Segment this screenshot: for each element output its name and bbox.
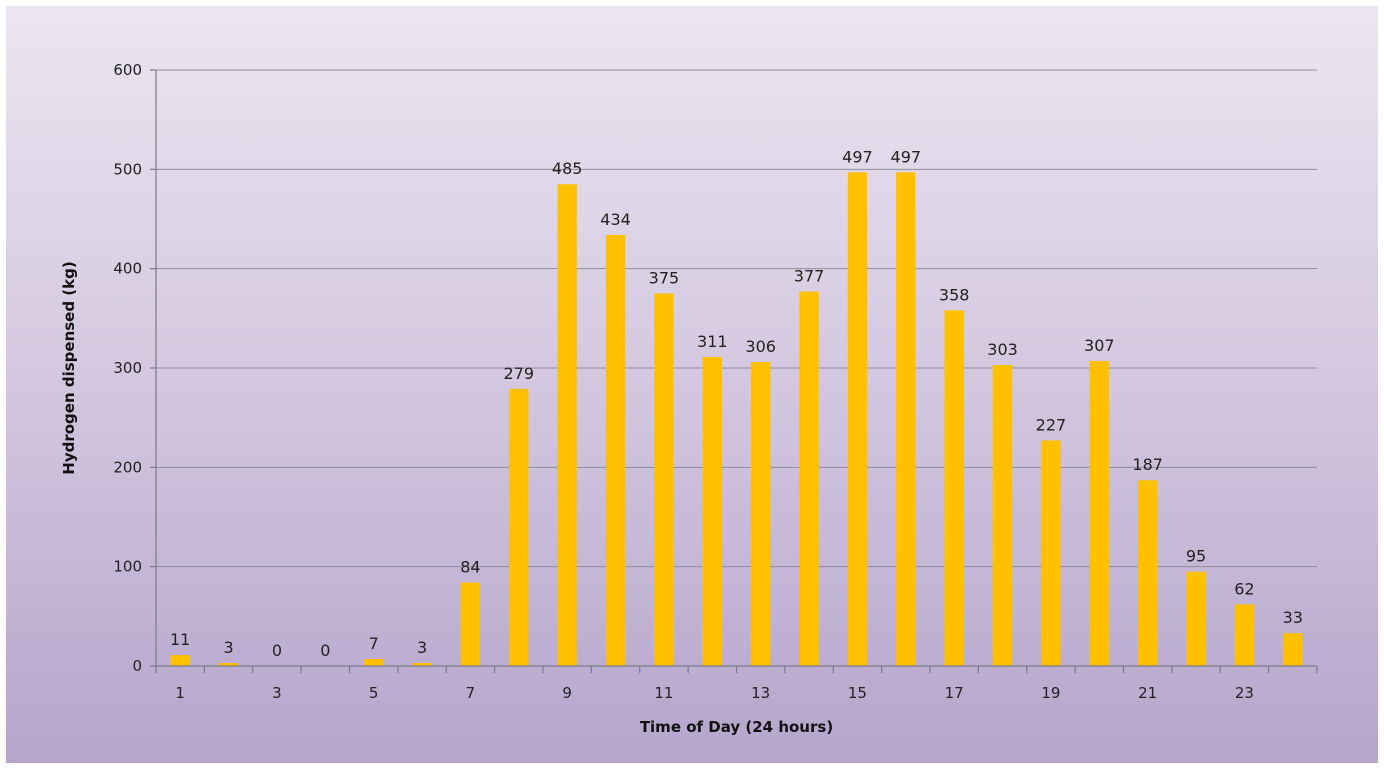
x-tick-label: 23 [1235,684,1254,702]
data-label-15: 497 [842,147,873,166]
x-tick-label: 1 [175,684,185,702]
x-tick-label: 19 [1041,684,1060,702]
data-label-8: 279 [504,364,535,383]
bar-16 [896,172,916,666]
bar-22 [1186,571,1206,666]
data-label-19: 227 [1036,416,1067,435]
bar-11 [654,293,674,666]
y-tick-label: 100 [113,558,142,576]
bar-9 [557,184,577,666]
gridlines [156,69,1317,568]
y-tick-label: 200 [113,458,142,476]
x-tick-label: 3 [272,684,282,702]
data-label-11: 375 [649,269,680,288]
data-label-18: 303 [987,340,1018,359]
y-tick-label: 500 [113,160,142,178]
data-label-10: 434 [600,210,631,229]
bar-13 [751,362,771,666]
chart-frame: 0 100 200 300 400 500 600 1 3 5 7 9 11 13 15 17 19 21 23 1… [6,6,1378,763]
y-tick-label: 300 [113,359,142,377]
bar-12 [702,357,722,666]
x-tick-label: 15 [848,684,867,702]
data-label-21: 187 [1132,455,1163,474]
x-tick-label: 21 [1138,684,1157,702]
bar-24 [1283,633,1303,666]
y-tick-label: 0 [132,657,142,675]
x-axis-title: Time of Day (24 hours) [640,718,833,736]
data-label-9: 485 [552,159,583,178]
x-tick-label: 13 [751,684,770,702]
data-label-2: 3 [223,638,233,657]
data-label-12: 311 [697,332,728,351]
y-tick-label: 600 [113,61,142,79]
data-label-17: 358 [939,285,970,304]
bars [170,172,1303,667]
data-label-16: 497 [891,147,922,166]
data-label-14: 377 [794,267,825,286]
bar-14 [799,291,819,666]
bar-7 [460,582,481,666]
data-label-4: 0 [320,641,330,660]
bar-23 [1234,604,1255,666]
bar-8 [509,388,529,666]
bar-21 [1138,480,1158,666]
data-label-22: 95 [1186,547,1206,566]
data-label-1: 11 [170,630,190,649]
data-labels: 11 3 0 0 7 3 84 279 485 434 375 311 306 377 497 497 358 3… [170,147,1303,660]
data-label-5: 7 [369,634,379,653]
bar-5 [364,659,384,666]
x-tick-label: 9 [562,684,572,702]
x-tick-label: 17 [945,684,964,702]
bar-20 [1089,361,1109,666]
bar-10 [605,234,626,667]
x-tick-label: 5 [369,684,379,702]
y-tick-label: 400 [113,260,142,278]
data-label-3: 0 [272,641,282,660]
bar-18 [992,365,1013,666]
bar-6 [412,663,432,666]
data-label-7: 84 [460,558,480,577]
data-label-6: 3 [417,638,427,657]
x-tick-label: 11 [654,684,673,702]
bar-19 [1041,440,1061,666]
data-label-20: 307 [1084,336,1115,355]
data-label-23: 62 [1234,579,1254,598]
bar-15 [847,172,868,666]
bar-17 [944,310,964,666]
data-label-24: 33 [1283,608,1303,627]
bar-2 [218,663,239,666]
y-axis-title: Hydrogen dispensed (kg) [60,261,78,474]
bar-1 [170,655,190,666]
x-tick-label: 7 [466,684,476,702]
data-label-13: 306 [745,337,776,356]
